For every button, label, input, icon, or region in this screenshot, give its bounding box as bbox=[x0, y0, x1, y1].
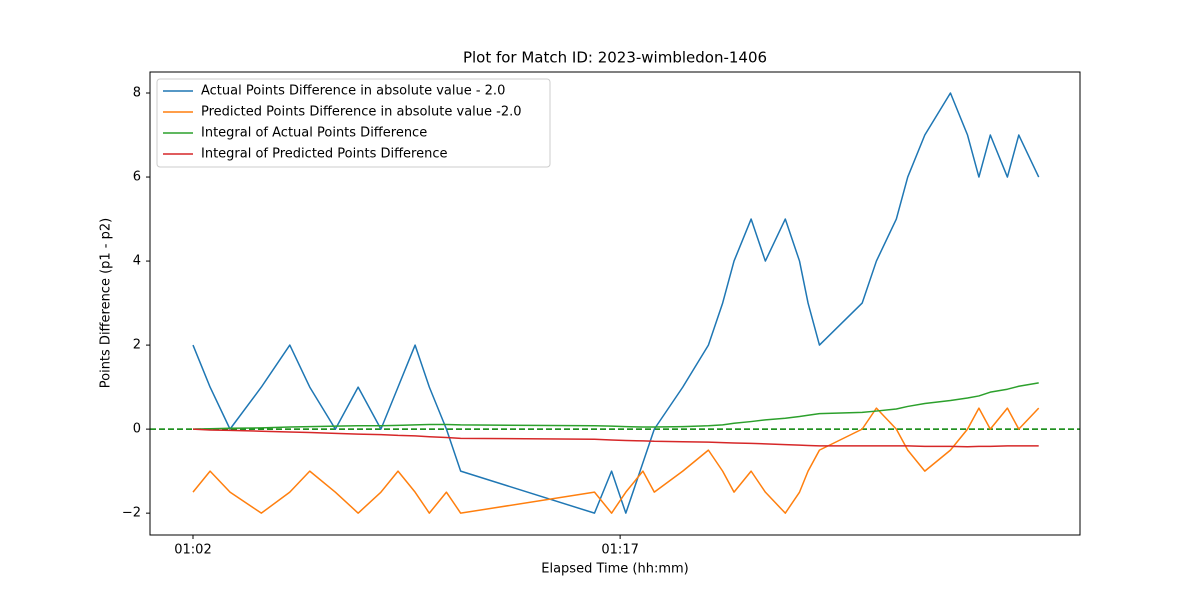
series-line bbox=[192, 382, 1039, 430]
y-tick-label: 8 bbox=[133, 86, 141, 101]
series-line bbox=[192, 428, 1039, 448]
legend-label: Integral of Predicted Points Difference bbox=[201, 147, 448, 162]
legend-label: Integral of Actual Points Difference bbox=[201, 126, 427, 141]
plot-frame bbox=[149, 71, 1081, 536]
x-tick-label: 01:17 bbox=[601, 543, 638, 558]
chart-title: Plot for Match ID: 2023-wimbledon-1406 bbox=[463, 49, 767, 67]
series-line bbox=[192, 407, 1040, 514]
x-tick-label: 01:02 bbox=[174, 543, 211, 558]
y-tick-label: 4 bbox=[133, 254, 141, 269]
series-line bbox=[192, 92, 1040, 514]
x-axis-label: Elapsed Time (hh:mm) bbox=[541, 562, 688, 577]
legend-label: Actual Points Difference in absolute val… bbox=[201, 84, 505, 99]
y-tick-label: −2 bbox=[122, 506, 141, 521]
y-tick-label: 2 bbox=[133, 338, 141, 353]
legend-label: Predicted Points Difference in absolute … bbox=[201, 105, 522, 120]
y-axis-label: Points Difference (p1 - p2) bbox=[99, 218, 114, 388]
y-tick-label: 6 bbox=[133, 170, 141, 185]
y-tick-label: 0 bbox=[133, 422, 141, 437]
legend-box bbox=[156, 78, 551, 168]
